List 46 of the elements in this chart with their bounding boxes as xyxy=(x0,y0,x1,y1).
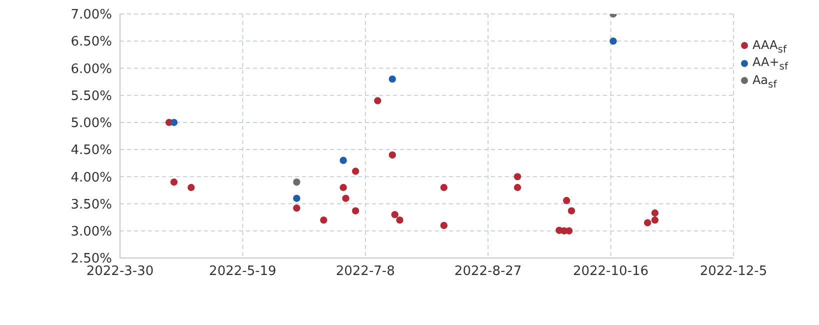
point xyxy=(352,168,360,175)
y-tick-label: 3.00% xyxy=(70,224,112,240)
x-tick-label: 2022-8-27 xyxy=(454,264,522,280)
point xyxy=(170,178,178,186)
y-tick-label: 2.50% xyxy=(70,252,112,267)
point xyxy=(340,184,347,192)
x-tick-label: 2022-10-16 xyxy=(572,264,649,280)
legend-label: AAA$_{sf}$ xyxy=(752,38,786,56)
point xyxy=(340,156,347,164)
y-tick-label: 4.00% xyxy=(70,170,112,186)
point xyxy=(562,196,570,204)
point xyxy=(352,207,360,214)
point xyxy=(568,207,576,214)
point xyxy=(293,194,300,202)
y-tick-label: 6.00% xyxy=(70,62,112,77)
point xyxy=(440,222,448,230)
point xyxy=(170,118,178,126)
point xyxy=(374,97,382,104)
y-tick-label: 5.50% xyxy=(70,88,112,104)
point xyxy=(293,178,300,186)
y-tick-label: 5.00% xyxy=(70,116,112,132)
point xyxy=(188,184,195,192)
y-tick-label: 6.50% xyxy=(70,34,112,50)
point xyxy=(391,211,398,218)
x-tick-label: 2022-3-30 xyxy=(86,264,154,280)
legend-label: Aa$_{sf}$ xyxy=(752,72,777,90)
point xyxy=(388,151,396,159)
x-tick-label: 2022-5-19 xyxy=(209,264,276,280)
x-tick-label: 2022-7-8 xyxy=(336,264,395,280)
point xyxy=(514,184,522,192)
y-tick-label: 4.50% xyxy=(70,143,112,158)
point xyxy=(651,209,659,217)
point xyxy=(396,216,404,224)
point xyxy=(342,194,350,202)
point xyxy=(440,184,448,192)
point xyxy=(514,173,522,180)
point xyxy=(651,216,659,224)
point xyxy=(610,38,617,45)
x-tick-label: 2022-12-5 xyxy=(700,264,768,280)
point xyxy=(320,216,328,224)
y-tick-label: 7.00% xyxy=(70,8,112,23)
point xyxy=(644,219,652,226)
point xyxy=(388,75,396,83)
y-tick-label: 3.50% xyxy=(70,197,112,212)
point xyxy=(293,204,300,212)
legend-label: AA+$_{sf}$ xyxy=(752,55,788,73)
